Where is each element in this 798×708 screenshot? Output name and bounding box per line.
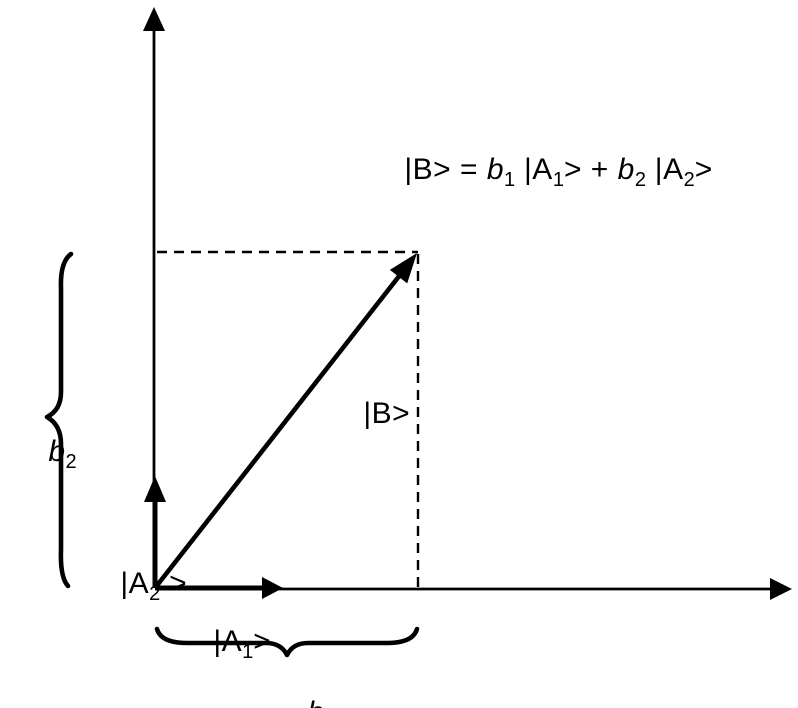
basis-A2-label-close: > [160,567,188,600]
equation-b2-subscript: 2 [634,169,646,191]
equation-a1-subscript: 1 [552,169,564,191]
basis-vector-A1-arrowhead [262,577,283,599]
vector-B-label-text: |B> [363,397,411,430]
brace-b2 [44,251,74,589]
vector-B-arrowhead [389,253,417,284]
equation-ket-a2-open: |A [645,153,684,186]
coefficient-b1-base: b [307,696,324,708]
equation-plus: > + [563,153,618,186]
brace-b1 [154,626,420,658]
equation-label: |B> = b1 |A1> + b2 |A2> [369,120,713,219]
equation-ket-b: |B> = [404,153,487,186]
coefficient-b2-base: b [48,435,66,468]
basis-A1-label: |A1> [178,592,271,691]
basis-vector-A2-arrowhead [144,476,166,502]
equation-b2: b [617,153,635,186]
equation-ket-a2-close: > [694,153,713,186]
equation-b1: b [486,153,505,186]
coefficient-b2-label: b2 [13,402,77,501]
vector-B [153,264,409,590]
coefficient-b1-label: b1 [272,663,336,708]
equation-a2-subscript: 2 [683,169,695,191]
basis-A1-label-open: |A [213,625,243,658]
basis-A1-label-close: > [253,625,272,658]
basis-A2-label-subscript: 2 [149,583,161,605]
equation-ket-a1-open: |A [515,153,553,186]
coefficient-b2-subscript: 2 [65,451,77,473]
equation-b1-subscript: 1 [504,169,516,191]
basis-A2-label-open: |A [120,567,150,600]
vector-B-label: |B> [328,364,410,463]
horizontal-axis-arrowhead [770,578,792,600]
basis-A1-label-subscript: 1 [242,641,254,663]
basis-A2-label: |A2 > [85,534,187,633]
vertical-axis-arrowhead [143,7,165,31]
